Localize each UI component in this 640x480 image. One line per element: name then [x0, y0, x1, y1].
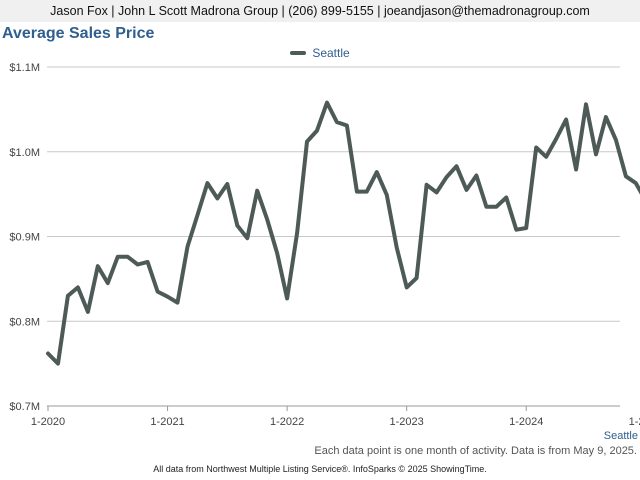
- data-point[interactable]: [504, 195, 509, 200]
- data-point[interactable]: [344, 123, 349, 128]
- data-point[interactable]: [593, 152, 598, 157]
- header-contact-text: Jason Fox | John L Scott Madrona Group |…: [50, 4, 590, 18]
- legend[interactable]: Seattle: [0, 46, 640, 60]
- data-point[interactable]: [603, 115, 608, 120]
- x-tick-label: 1-2022: [270, 416, 304, 428]
- data-point[interactable]: [434, 190, 439, 195]
- data-point[interactable]: [544, 154, 549, 159]
- x-tick-label: 1-2025: [629, 416, 640, 428]
- series-line-seattle[interactable]: [46, 100, 640, 366]
- data-point[interactable]: [484, 204, 489, 209]
- data-point[interactable]: [374, 170, 379, 175]
- chart-title: Average Sales Price: [2, 25, 155, 42]
- data-point[interactable]: [205, 181, 210, 186]
- data-point[interactable]: [394, 245, 399, 250]
- data-point[interactable]: [135, 262, 140, 267]
- y-tick-label: $1.0M: [9, 147, 40, 159]
- data-point[interactable]: [235, 223, 240, 228]
- data-point[interactable]: [75, 285, 80, 290]
- data-point[interactable]: [454, 164, 459, 169]
- data-point[interactable]: [524, 226, 529, 231]
- footnote: Each data point is one month of activity…: [314, 445, 637, 457]
- data-point[interactable]: [613, 137, 618, 142]
- data-point[interactable]: [85, 309, 90, 314]
- data-point[interactable]: [354, 189, 359, 194]
- data-point[interactable]: [584, 102, 589, 107]
- data-point[interactable]: [305, 139, 310, 144]
- data-point[interactable]: [424, 182, 429, 187]
- y-tick-label: $0.9M: [9, 232, 40, 244]
- data-point[interactable]: [364, 189, 369, 194]
- data-point[interactable]: [384, 192, 389, 197]
- data-point[interactable]: [474, 173, 479, 178]
- data-point[interactable]: [623, 174, 628, 179]
- y-tick-label: $0.8M: [9, 316, 40, 328]
- data-point[interactable]: [95, 264, 100, 269]
- data-point[interactable]: [245, 236, 250, 241]
- data-point[interactable]: [265, 217, 270, 222]
- data-point[interactable]: [65, 293, 70, 298]
- data-point[interactable]: [315, 128, 320, 133]
- data-point[interactable]: [404, 285, 409, 290]
- data-point[interactable]: [633, 181, 638, 186]
- data-point[interactable]: [165, 294, 170, 299]
- data-point[interactable]: [255, 188, 260, 193]
- x-tick-label: 1-2020: [31, 416, 65, 428]
- data-point[interactable]: [324, 100, 329, 105]
- data-point[interactable]: [275, 251, 280, 256]
- x-tick-label: 1-2024: [509, 416, 543, 428]
- data-point[interactable]: [185, 244, 190, 249]
- data-point[interactable]: [554, 137, 559, 142]
- x-tick-label: 1-2023: [390, 416, 424, 428]
- source-note: All data from Northwest Multiple Listing…: [153, 464, 487, 474]
- data-point[interactable]: [125, 254, 130, 259]
- data-point[interactable]: [414, 276, 419, 281]
- y-tick-label: $1.1M: [9, 62, 40, 74]
- data-point[interactable]: [215, 196, 220, 201]
- data-point[interactable]: [285, 296, 290, 301]
- data-point[interactable]: [334, 120, 339, 125]
- y-tick-label: $0.7M: [9, 401, 40, 413]
- data-point[interactable]: [494, 204, 499, 209]
- legend-label: Seattle: [312, 46, 350, 60]
- data-point[interactable]: [155, 289, 160, 294]
- data-point[interactable]: [145, 259, 150, 264]
- data-point[interactable]: [225, 181, 230, 186]
- legend-swatch: [290, 51, 307, 55]
- data-point[interactable]: [564, 117, 569, 122]
- data-point[interactable]: [115, 254, 120, 259]
- data-point[interactable]: [295, 231, 300, 236]
- data-point[interactable]: [534, 145, 539, 150]
- data-point[interactable]: [514, 227, 519, 232]
- data-point[interactable]: [105, 281, 110, 286]
- data-point[interactable]: [464, 187, 469, 192]
- data-point[interactable]: [195, 213, 200, 218]
- data-point[interactable]: [574, 167, 579, 172]
- data-point[interactable]: [46, 351, 51, 356]
- data-point[interactable]: [175, 300, 180, 305]
- data-point[interactable]: [55, 361, 60, 366]
- header-bar: Jason Fox | John L Scott Madrona Group |…: [0, 0, 640, 22]
- x-axis-corner-label: Seattle: [604, 430, 638, 442]
- x-tick-label: 1-2021: [150, 416, 184, 428]
- data-point[interactable]: [444, 175, 449, 180]
